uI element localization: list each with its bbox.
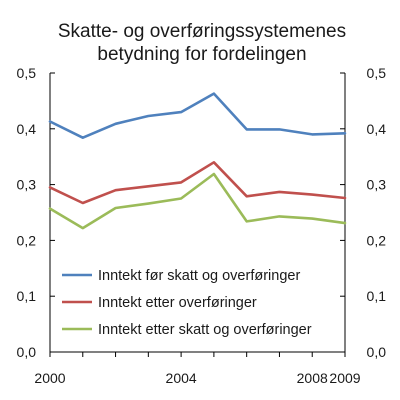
series-lines xyxy=(48,92,347,230)
y-tick-label-right: 0,0 xyxy=(367,344,387,360)
y-tick-label-right: 0,1 xyxy=(367,288,387,304)
legend: Inntekt før skatt og overføringer Inntekt… xyxy=(62,268,312,338)
y-tick-label-right: 0,5 xyxy=(367,65,387,81)
legend-label: Inntekt etter overføringer xyxy=(98,295,257,311)
x-tick-label: 2008 xyxy=(297,370,328,386)
chart-title: Skatte- og overføringssystemenes betydni… xyxy=(58,21,346,65)
y-tick-label-left: 0,1 xyxy=(17,288,37,304)
x-tick-label: 2009 xyxy=(329,370,360,386)
x-tick-label: 2000 xyxy=(34,370,65,386)
axes xyxy=(49,72,346,357)
y-tick-label-left: 0,4 xyxy=(17,121,37,137)
series-line xyxy=(48,161,347,205)
y-tick-label-left: 0,3 xyxy=(17,177,37,193)
series-line xyxy=(48,92,347,139)
legend-label: Inntekt etter skatt og overføringer xyxy=(98,322,312,338)
y-tick-label-right: 0,4 xyxy=(367,121,387,137)
y-tick-label-left: 0,2 xyxy=(17,232,37,248)
series-line xyxy=(48,172,347,230)
x-tick-label: 2004 xyxy=(166,370,197,386)
y-tick-labels: 0,0 0,0 0,1 0,1 0,2 0,2 0,3 0,3 0,4 0,4 0,5 0,5 xyxy=(17,65,387,360)
chart-title-line-2: betydning for fordelingen xyxy=(97,44,306,65)
y-tick-label-left: 0,0 xyxy=(17,344,37,360)
y-tick-label-right: 0,3 xyxy=(367,177,387,193)
legend-label: Inntekt før skatt og overføringer xyxy=(98,268,300,284)
x-tick-labels: 2000 2004 2008 2009 xyxy=(34,370,360,386)
y-tick-label-right: 0,2 xyxy=(367,232,387,248)
y-tick-label-left: 0,5 xyxy=(17,65,37,81)
chart-title-line-1: Skatte- og overføringssystemenes xyxy=(58,21,346,42)
